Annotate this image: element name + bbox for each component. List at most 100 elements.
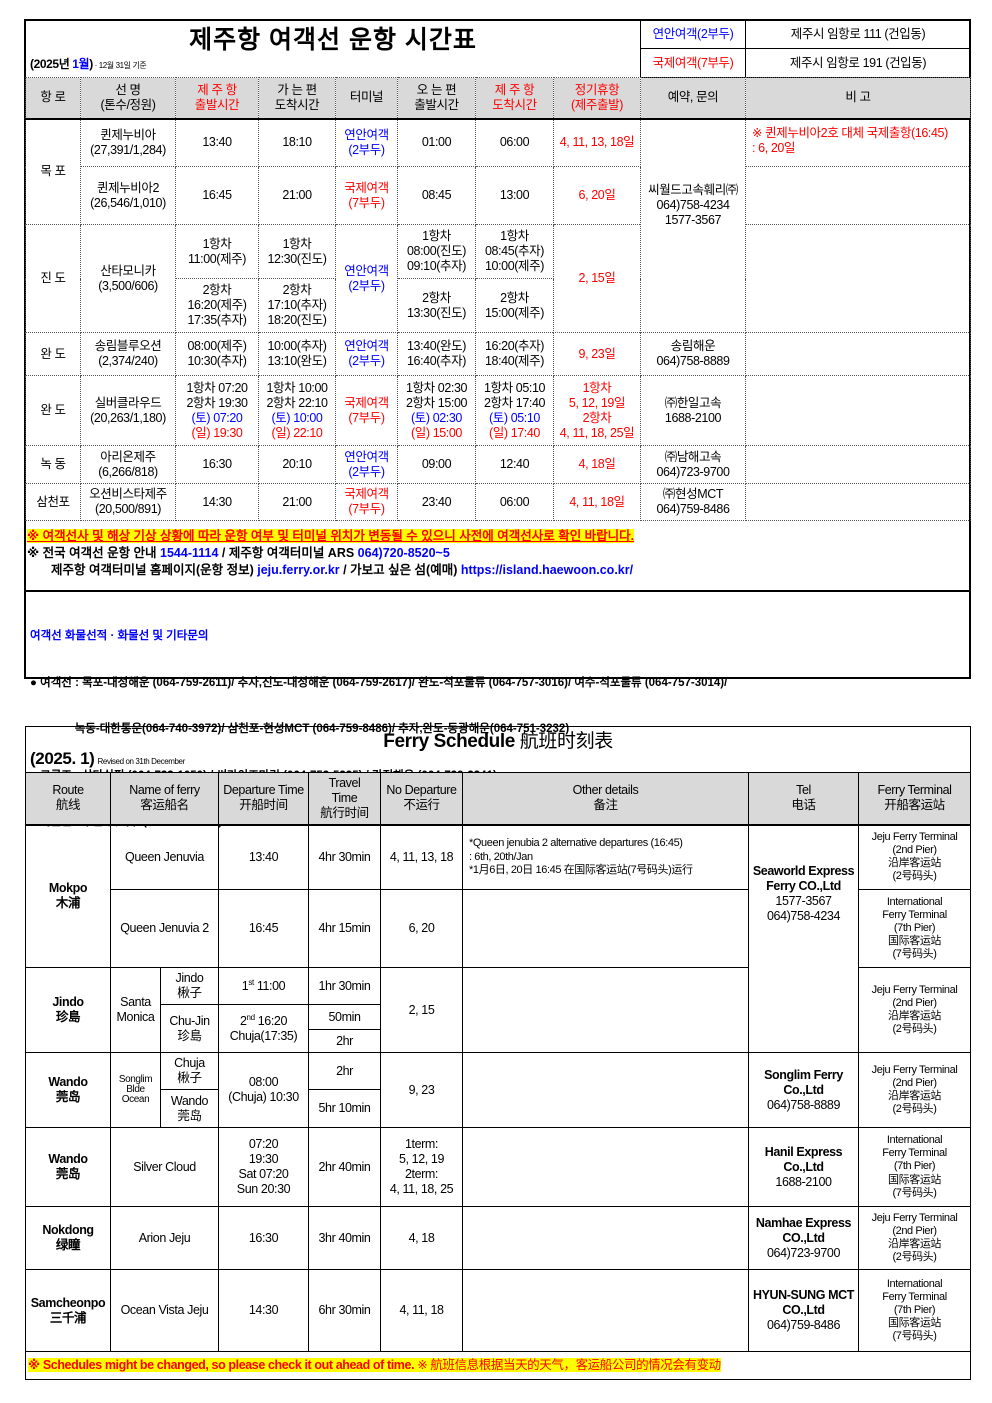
ret-arr-time: 06:00 [475, 483, 554, 521]
col-arr: 가 는 편 도착시간 [258, 77, 336, 120]
closed-days: 9, 23일 [553, 332, 641, 376]
ret-arr-time: 1항차 05:10 2항차 17:40 (토) 05:10 (일) 17:40 [475, 375, 554, 446]
arr-time: 20:10 [258, 445, 336, 484]
other-details [462, 967, 749, 1053]
line: 1항차 10:00 [266, 380, 328, 395]
other-details [462, 1052, 749, 1128]
dep-time: 08:00(제주) 10:30(추자) [175, 332, 259, 376]
terminal: International Ferry Terminal (7th Pier) … [857, 889, 972, 968]
title-cn: 航班时刻表 [514, 731, 613, 752]
ret-dep-time: 1항차 08:00(진도) 09:10(추자) [397, 224, 476, 279]
col-ret-dep: 오 는 편 출발시간 [397, 77, 476, 120]
terminal: Jeju Ferry Terminal (2nd Pier) 沿岸客运站 (2号… [857, 1052, 972, 1128]
arr-time: 18:10 [258, 118, 336, 167]
ferry: Queen Jenuvia [110, 824, 219, 890]
col-ferry: Name of ferry 客运船名 [110, 772, 219, 826]
table-row: Wando 莞岛 Songlim Blde Ocean Chuja 楸子 08:… [25, 1052, 972, 1128]
ship: 아리온제주 (6,266/818) [80, 445, 176, 484]
revised: Revised on 31th December [97, 756, 186, 766]
col-jeju-arr: 제 주 항 도착시간 [475, 77, 554, 120]
notice-text: 제주항 여객터미널 홈페이지(운항 정보) [51, 563, 258, 577]
dep-time: 2항차 16:20(제주) 17:35(추자) [175, 278, 259, 333]
table-row: 완 도 송림블루오션 (2,374/240) 08:00(제주) 10:30(추… [25, 332, 971, 376]
line: 2항차 17:40 [483, 395, 546, 410]
kr-notices: ※ 여객선사 및 해상 기상 상황에 따라 운항 여부 및 터미널 위치가 변동… [27, 528, 967, 579]
dep-time: 16:30 [218, 1206, 309, 1270]
island-booking-link[interactable]: https://island.haewoon.co.kr/ [460, 563, 634, 577]
ret-arr-time: 06:00 [475, 118, 554, 167]
other-details [462, 889, 749, 968]
en-header-row: Route 航线 Name of ferry 客运船名 Departure Ti… [25, 772, 972, 826]
phone: 1688-2100 [775, 1174, 832, 1189]
closed-days: 4, 11, 18일 [553, 483, 641, 521]
terminal: 연안여객 (2부두) [335, 118, 398, 167]
route: Mokpo 木浦 [25, 824, 111, 968]
contact: ㈜남해고속 064)723-9700 [640, 445, 746, 484]
trip-no: 2 [239, 1014, 247, 1029]
route: Wando 莞岛 [25, 1052, 111, 1128]
line: (토) 07:20 [191, 410, 243, 425]
col-ship: 선 명 (톤수/정원) [80, 77, 176, 120]
ship: 송림블루오션 (2,374/240) [80, 332, 176, 376]
route: 완 도 [25, 332, 81, 376]
table-row: Samcheonpo 三千浦 Ocean Vista Jeju 14:30 6h… [25, 1269, 972, 1352]
terminal: Jeju Ferry Terminal (2nd Pier) 沿岸客运站 (2号… [857, 824, 972, 890]
dep-time: 16:30 [175, 445, 259, 484]
line: (토) 05:10 [489, 410, 540, 425]
ret-arr-time: 12:40 [475, 445, 554, 484]
tel: Hanil Express Co.,Ltd 1688-2100 [748, 1127, 859, 1207]
line: (일) 15:00 [411, 425, 462, 440]
dep-time: 07:20 19:30 Sat 07:20 Sun 20:30 [218, 1127, 309, 1207]
weather-warning: ※ 여객선사 및 해상 기상 상황에 따라 운항 여부 및 터미널 위치가 변동… [27, 529, 635, 543]
ret-arr-time: 2항차 15:00(제주) [475, 278, 554, 333]
company: Hanil Express Co.,Ltd [764, 1144, 843, 1174]
line: 2항차 15:00 [405, 395, 468, 410]
line: 1항차 02:30 [405, 380, 468, 395]
no-departure: 2, 15 [380, 967, 463, 1053]
table-row: Jindo 珍島 Santa Monica Jindo 楸子 1st 11:00… [25, 967, 972, 1053]
ordinal: st [248, 977, 254, 987]
route: Nokdong 绿瞳 [25, 1206, 111, 1270]
kr-header-row: 항 로 선 명 (톤수/정원) 제 주 항 출발시간 가 는 편 도착시간 터미… [25, 77, 971, 120]
table-row: 2항차 16:20(제주) 17:35(추자) 2항차 17:10(추자) 18… [26, 278, 971, 333]
table-row: 목 포 퀸제누비아 (27,391/1,284) 13:40 18:10 연안여… [25, 118, 971, 333]
time: 11:00 [253, 979, 286, 994]
dep-time: 2nd 16:20 Chuja(17:35) [218, 1004, 309, 1053]
ret-dep-time: 2항차 13:30(진도) [397, 278, 476, 333]
travel-time: 3hr 40min [308, 1206, 381, 1270]
cargo-title: 여객선 화물선적 · 화물선 및 기타문의 [30, 630, 209, 642]
line: (일) 22:10 [271, 425, 323, 440]
kr-schedule-table: 항 로 선 명 (톤수/정원) 제 주 항 출발시간 가 는 편 도착시간 터미… [25, 77, 971, 521]
table-row: Chu-Jin 珍島 2nd 16:20 Chuja(17:35) 50min [26, 1004, 971, 1053]
phone: 064)723-9700 [766, 1245, 841, 1260]
table-row: 2hr [26, 1029, 971, 1053]
contact: 송림해운 064)758-8889 [640, 332, 746, 376]
travel-time: 2hr [308, 1029, 381, 1053]
contact: 씨월드고속훼리㈜ 064)758-4234 1577-3567 [640, 118, 746, 333]
note [745, 375, 971, 446]
other-details [462, 1269, 749, 1352]
ret-arr-time: 1항차 08:45(추자) 10:00(제주) [475, 224, 554, 279]
cargo-line: ● 여객선 : 목포-대성해운 (064-759-2611)/ 추자,진도-대성… [30, 676, 728, 689]
leg: Wando 莞岛 [160, 1089, 219, 1128]
col-note: 비 고 [745, 77, 971, 120]
line: (토) 10:00 [271, 410, 323, 425]
phone: 064)720-8520~5 [357, 546, 450, 560]
route: Samcheonpo 三千浦 [25, 1269, 111, 1352]
company: HYUN-SUNG MCT CO.,Ltd [752, 1288, 855, 1317]
ship: 퀸제누비아2 (26,546/1,010) [80, 166, 176, 225]
table-row: Mokpo 木浦 Queen Jenuvia 13:40 4hr 30min 4… [25, 824, 972, 1053]
ret-dep-time: 23:40 [397, 483, 476, 521]
ferry: Songlim Blde Ocean [110, 1052, 161, 1128]
table-row: 녹 동 아리온제주 (6,266/818) 16:30 20:10 연안여객 (… [25, 445, 971, 484]
terminal: 연안여객 (2부두) [335, 224, 398, 333]
ship: 오션비스타제주 (20,500/891) [80, 483, 176, 521]
route: Jindo 珍島 [25, 967, 111, 1053]
line: (토) 02:30 [411, 410, 462, 425]
contact: ㈜현성MCT 064)759-8486 [640, 483, 746, 521]
terminal-homepage-link[interactable]: jeju.ferry.or.kr [257, 563, 340, 577]
terminal-address-intl: 제주시 임항로 191 (건입동) [745, 48, 971, 78]
company: Songlim Ferry Co.,Ltd [764, 1067, 843, 1097]
terminal: Jeju Ferry Terminal (2nd Pier) 沿岸客运站 (2号… [857, 967, 972, 1053]
cargo-box: 여객선 화물선적 · 화물선 및 기타문의 ● 여객선 : 목포-대성해운 (0… [25, 590, 970, 828]
